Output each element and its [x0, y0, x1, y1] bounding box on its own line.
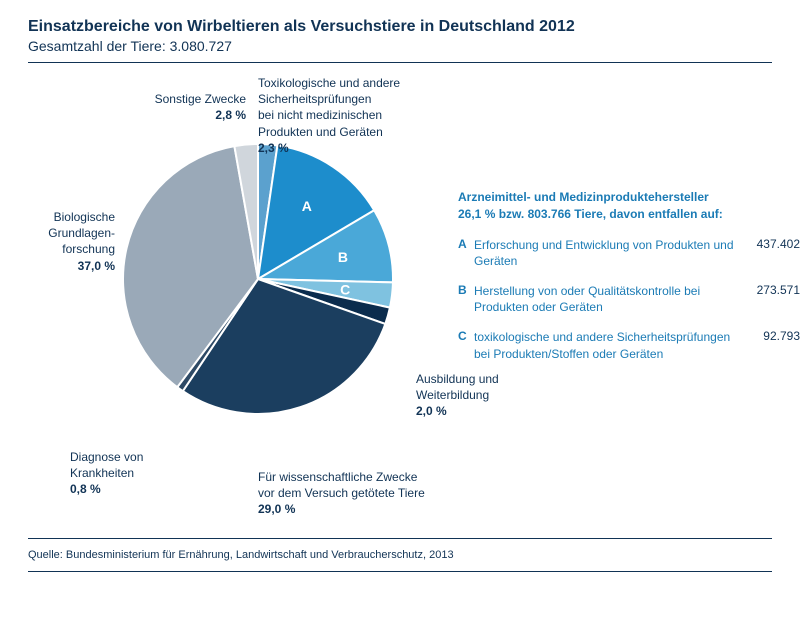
legend-text: toxikologische und andere Sicherheitsprü…: [474, 329, 742, 361]
slice-label-diagnose: Diagnose vonKrankheiten0,8 %: [70, 449, 190, 498]
legend-box: Arzneimittel- und Medizinprodukteherstel…: [458, 189, 800, 362]
slice-letter-A: A: [302, 198, 312, 214]
pie-chart: A BC: [118, 139, 398, 419]
slice-letter-C: C: [340, 281, 350, 297]
slice-label-grundlagen: BiologischeGrundlagen-forschung37,0 %: [20, 209, 115, 274]
slice-label-sonstige: Sonstige Zwecke2,8 %: [136, 91, 246, 123]
chart-area: ABC Sonstige Zwecke2,8 %Toxikologische u…: [28, 69, 772, 539]
legend-text: Erforschung und Entwicklung von Produkte…: [474, 237, 742, 269]
legend-value: 437.402: [742, 237, 800, 269]
chart-subtitle: Gesamtzahl der Tiere: 3.080.727: [28, 38, 772, 54]
legend-row-C: Ctoxikologische und andere Sicherheitspr…: [458, 329, 800, 361]
legend-letter: A: [458, 237, 474, 269]
slice-label-wissenschaft: Für wissenschaftliche Zweckevor dem Vers…: [258, 469, 488, 518]
legend-value: 273.571: [742, 283, 800, 315]
legend-text: Herstellung von oder Qualitätskontrolle …: [474, 283, 742, 315]
legend-title-1: Arzneimittel- und Medizinprodukteherstel…: [458, 190, 709, 204]
chart-title: Einsatzbereiche von Wirbeltieren als Ver…: [28, 18, 772, 36]
legend-letter: C: [458, 329, 474, 361]
legend-value: 92.793: [742, 329, 800, 361]
source-citation: Quelle: Bundesministerium für Ernährung,…: [28, 549, 772, 572]
legend-row-B: BHerstellung von oder Qualitätskontrolle…: [458, 283, 800, 315]
slice-letter-B: B: [338, 249, 348, 265]
legend-row-A: AErforschung und Entwicklung von Produkt…: [458, 237, 800, 269]
slice-label-ausbildung: Ausbildung undWeiterbildung2,0 %: [416, 371, 566, 420]
header: Einsatzbereiche von Wirbeltieren als Ver…: [28, 18, 772, 63]
slice-label-tox_nonmed: Toxikologische und andereSicherheitsprüf…: [258, 75, 458, 156]
legend-letter: B: [458, 283, 474, 315]
legend-title-2: 26,1 % bzw. 803.766 Tiere, davon entfall…: [458, 207, 723, 221]
